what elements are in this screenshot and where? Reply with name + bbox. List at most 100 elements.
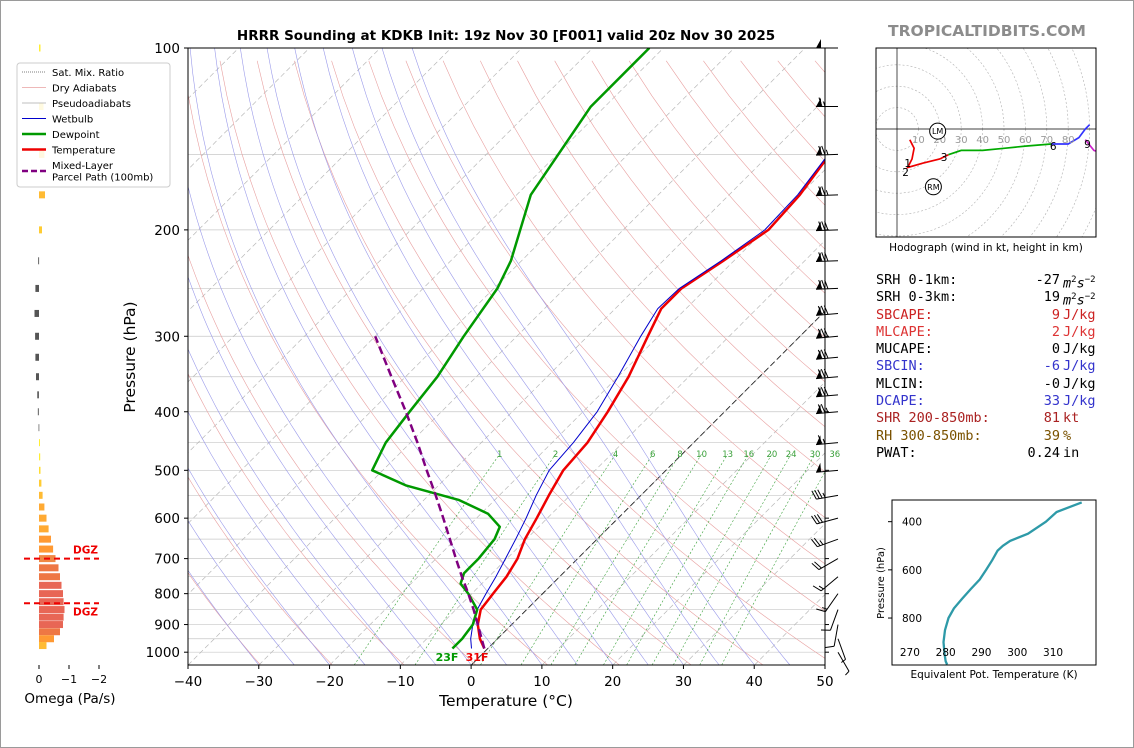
- index-label: SBCIN:: [876, 358, 925, 375]
- series-temperature: [476, 158, 825, 650]
- omega-bar: [35, 284, 39, 292]
- mixing-ratio-label: 20: [766, 450, 777, 460]
- y-tick-label: 600: [154, 511, 180, 527]
- pseudoadiabat: [188, 185, 472, 665]
- index-row: SRH 0-3km: 19 m2s−2: [876, 289, 1116, 309]
- wind-barb: [815, 279, 839, 290]
- dry-adiabat: [368, 60, 825, 612]
- legend-box: [16, 62, 171, 188]
- wind-barb-full: [817, 387, 823, 397]
- wind-barb-full: [823, 368, 829, 378]
- wind-barb: [816, 97, 838, 108]
- wind-barb-half: [818, 585, 824, 590]
- index-row: MUCAPE: 0 J/kg: [876, 341, 1116, 358]
- x-tick-label: −20: [315, 674, 344, 690]
- wind-barb: [816, 368, 839, 380]
- index-value: 0: [1051, 341, 1060, 358]
- dry-adiabat: [554, 60, 825, 383]
- wind-barb-full: [818, 279, 823, 290]
- isotherm: [188, 48, 735, 595]
- index-unit: J/kg: [1063, 393, 1096, 410]
- isotherm: [188, 48, 523, 383]
- pseudoadiabat: [188, 275, 437, 665]
- wind-barb-flag: [816, 349, 822, 360]
- theta-e-area: [942, 501, 1083, 665]
- y-tick-label: 1000: [146, 645, 180, 661]
- wind-barb-staff: [816, 394, 839, 398]
- wind-barb: [815, 252, 839, 263]
- watermark: TROPICALTIDBITS.COM: [888, 22, 1086, 40]
- omega-plot: DGZ DGZ 0 −1 −2: [24, 44, 107, 686]
- omega-bar: [37, 391, 39, 399]
- mixing-ratio-label: 8: [677, 450, 682, 460]
- wind-barb-full: [821, 221, 826, 231]
- wind-barb-staff: [816, 411, 839, 415]
- index-label: DCAPE:: [876, 393, 925, 410]
- omega-bar: [39, 514, 47, 522]
- index-label: MLCIN:: [876, 375, 925, 392]
- wind-barb-full: [820, 368, 826, 379]
- pseudoadiabat: [188, 520, 295, 665]
- wind-barb-staff: [816, 312, 839, 316]
- wind-barb-half: [845, 670, 850, 676]
- omega-bar: [39, 628, 60, 636]
- series-mixed-layer: [374, 335, 486, 649]
- wind-barb-full: [811, 515, 818, 525]
- hodograph-height-label: 1: [904, 158, 911, 170]
- wind-barb-full: [823, 386, 829, 396]
- wind-barb-full: [814, 561, 822, 569]
- theta-e-y-tick-label: 600: [902, 565, 922, 577]
- omega-bar: [39, 503, 45, 511]
- wind-barb-full: [818, 145, 823, 156]
- wind-barb-full: [824, 221, 829, 231]
- pseudoadiabat: [294, 48, 649, 665]
- omega-x-label: Omega (Pa/s): [24, 691, 115, 707]
- wind-barb-full: [824, 252, 829, 262]
- wind-barb-staff: [824, 593, 839, 612]
- omega-bar: [39, 453, 41, 461]
- wind-barb-flag: [816, 306, 822, 316]
- omega-bar: [35, 353, 39, 361]
- theta-e-x-tick-label: 290: [971, 647, 991, 659]
- legend-label: Temperature: [51, 146, 115, 157]
- hodograph-caption: Hodograph (wind in kt, height in km): [889, 242, 1083, 254]
- hodograph-trace: [1084, 139, 1096, 152]
- theta-e-plot: 270 280 290 300 310 400 600 800: [888, 499, 1097, 666]
- theta-e-x-tick-label: 270: [900, 647, 920, 659]
- wind-barb-flag: [816, 435, 822, 445]
- index-unit: J/kg: [1063, 358, 1096, 375]
- wind-barb-staff: [830, 609, 839, 631]
- mixing-ratio-line: [480, 453, 616, 665]
- x-tick-label: 30: [675, 674, 692, 690]
- legend: Sat. Mix. Ratio Dry Adiabats Pseudoadiabat…: [16, 62, 171, 188]
- omega-tick-label: −1: [61, 673, 77, 686]
- hodograph-ring-label: 70: [1040, 135, 1053, 146]
- wind-barb-flag: [816, 39, 821, 48]
- isotherm: [188, 48, 593, 454]
- skewt-x-label: Temperature (°C): [438, 692, 573, 710]
- wind-barb-full: [811, 490, 817, 500]
- omega-bar: [39, 44, 41, 52]
- index-value: 81: [1043, 410, 1060, 427]
- omega-bar: [37, 408, 39, 416]
- index-value: 19: [1043, 289, 1060, 306]
- y-tick-label: 500: [154, 463, 180, 479]
- wind-barb-full: [820, 387, 826, 397]
- x-tick-label: 20: [604, 674, 621, 690]
- wind-barb: [811, 489, 839, 500]
- wind-barb: [816, 462, 839, 473]
- dry-adiabat: [331, 60, 825, 659]
- index-row: SBCIN: -6 J/kg: [876, 358, 1116, 375]
- pseudoadiabat: [352, 48, 720, 665]
- wind-barb-full: [820, 403, 826, 414]
- skewt-plot: 1 2 4 6 8 10 13 16 20 24 30 36−40 −30 −20 −10 0 10 20 30 40…: [146, 39, 850, 690]
- index-row: SRH 0-1km: -27 m2s−2: [876, 272, 1116, 292]
- wind-barb-full: [814, 514, 821, 524]
- index-label: MUCAPE:: [876, 341, 933, 358]
- dry-adiabat: [480, 60, 825, 473]
- index-unit: J/kg: [1063, 323, 1096, 340]
- wind-barb-full: [820, 349, 826, 359]
- mixing-ratio-label: 36: [829, 450, 840, 460]
- wind-barb: [816, 328, 839, 339]
- index-label: RH 300-850mb:: [876, 427, 982, 444]
